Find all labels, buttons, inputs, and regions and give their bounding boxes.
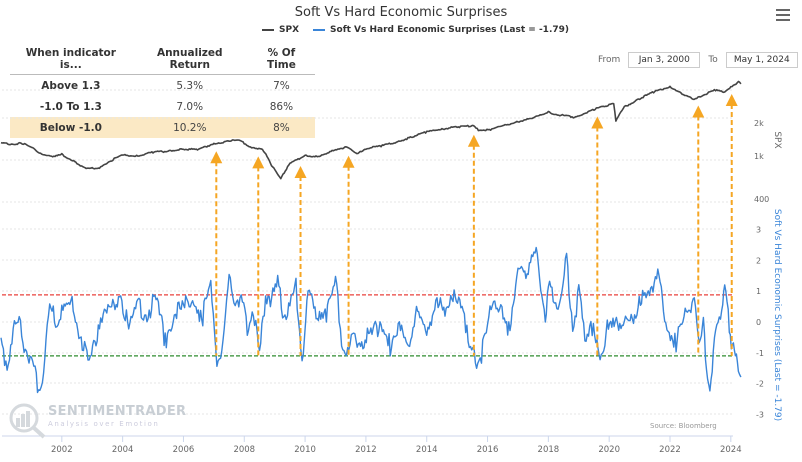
watermark-logo: SENTIMENTRADER Analysis over Emotion <box>8 402 186 444</box>
row-time: 86% <box>269 100 294 113</box>
row-time: 7% <box>273 79 290 92</box>
x-tick-label: 2012 <box>355 445 377 455</box>
spx-line <box>0 80 742 180</box>
stats-row-highlighted: Below -1.0 10.2% 8% <box>10 117 315 138</box>
x-tick-label: 2018 <box>538 445 560 455</box>
x-tick-label: 2010 <box>294 445 316 455</box>
stats-header-row: When indicator is... Annualized Return %… <box>10 44 315 75</box>
stats-row: Above 1.3 5.3% 7% <box>10 75 315 97</box>
signal-arrow-head <box>210 151 223 164</box>
row-return: 5.3% <box>176 79 204 92</box>
row-return: 10.2% <box>131 117 248 138</box>
surprises-axis-tick-label: 2 <box>756 256 761 265</box>
spx-axis-tick-label: 400 <box>754 195 769 204</box>
signal-arrow-head <box>294 165 307 178</box>
legend-swatch-spx <box>262 29 274 31</box>
legend-item-surprises[interactable]: Soft Vs Hard Economic Surprises (Last = … <box>313 25 569 35</box>
x-tick-label: 2016 <box>477 445 499 455</box>
source-credit: Source: Bloomberg <box>650 422 717 430</box>
x-tick-label: 2020 <box>598 445 620 455</box>
hamburger-menu-icon[interactable] <box>776 9 790 24</box>
stats-table: When indicator is... Annualized Return %… <box>10 44 315 138</box>
surprises-axis-tick-label: 0 <box>756 318 761 327</box>
signal-arrow-head <box>467 134 480 147</box>
row-label: Above 1.3 <box>41 79 101 92</box>
header-indicator: When indicator is... <box>10 44 132 75</box>
surprises-axis-tick-label: 1 <box>756 287 761 296</box>
spx-axis-title: SPX <box>772 131 782 148</box>
surprises-axis-tick-label: -3 <box>756 410 764 419</box>
signal-arrow-head <box>692 105 705 118</box>
spx-axis-tick-label: 1k <box>754 152 764 161</box>
stats-row: -1.0 To 1.3 7.0% 86% <box>10 96 315 117</box>
x-tick-label: 2014 <box>416 445 438 455</box>
chart-title: Soft Vs Hard Economic Surprises <box>294 5 508 20</box>
x-tick-label: 2024 <box>720 445 742 455</box>
surprises-axis-tick-label: 3 <box>756 226 761 235</box>
signal-arrow-head <box>252 156 265 169</box>
x-tick-label: 2008 <box>233 445 255 455</box>
legend-item-spx[interactable]: SPX <box>262 25 299 35</box>
row-return: 7.0% <box>176 100 204 113</box>
header-time: % Of Time <box>247 44 315 75</box>
surprises-axis-tick-label: -2 <box>756 380 764 389</box>
surprises-axis-title: Soft Vs Hard Economic Surprises (Last = … <box>772 209 782 421</box>
surprises-axis-tick-label: -1 <box>756 349 764 358</box>
legend: SPX Soft Vs Hard Economic Surprises (Las… <box>262 25 569 35</box>
date-range: From Jan 3, 2000 To May 1, 2024 <box>598 52 798 68</box>
from-date-input[interactable]: Jan 3, 2000 <box>628 52 701 68</box>
row-label: Below -1.0 <box>10 117 132 138</box>
x-tick-label: 2004 <box>112 445 134 455</box>
row-label: -1.0 To 1.3 <box>39 100 102 113</box>
x-tick-label: 2022 <box>659 445 681 455</box>
header-return: Annualized Return <box>131 44 248 75</box>
row-time: 8% <box>247 117 315 138</box>
to-label: To <box>708 55 718 65</box>
surprises-line <box>0 246 742 394</box>
watermark-title: SENTIMENTRADER <box>48 404 187 419</box>
x-tick-label: 2002 <box>51 445 73 455</box>
to-date-input[interactable]: May 1, 2024 <box>725 52 798 68</box>
magnifier-chart-icon <box>9 403 46 439</box>
legend-swatch-surprises <box>313 29 326 31</box>
from-label: From <box>598 55 621 65</box>
signal-arrow-head <box>725 94 738 107</box>
legend-label-spx: SPX <box>279 25 300 35</box>
signal-arrow-head <box>591 116 604 129</box>
legend-label-surprises: Soft Vs Hard Economic Surprises (Last = … <box>330 25 569 35</box>
signal-arrow-head <box>342 155 355 168</box>
spx-axis-tick-label: 2k <box>754 119 764 128</box>
x-tick-label: 2006 <box>173 445 195 455</box>
watermark-subtitle: Analysis over Emotion <box>48 420 160 428</box>
